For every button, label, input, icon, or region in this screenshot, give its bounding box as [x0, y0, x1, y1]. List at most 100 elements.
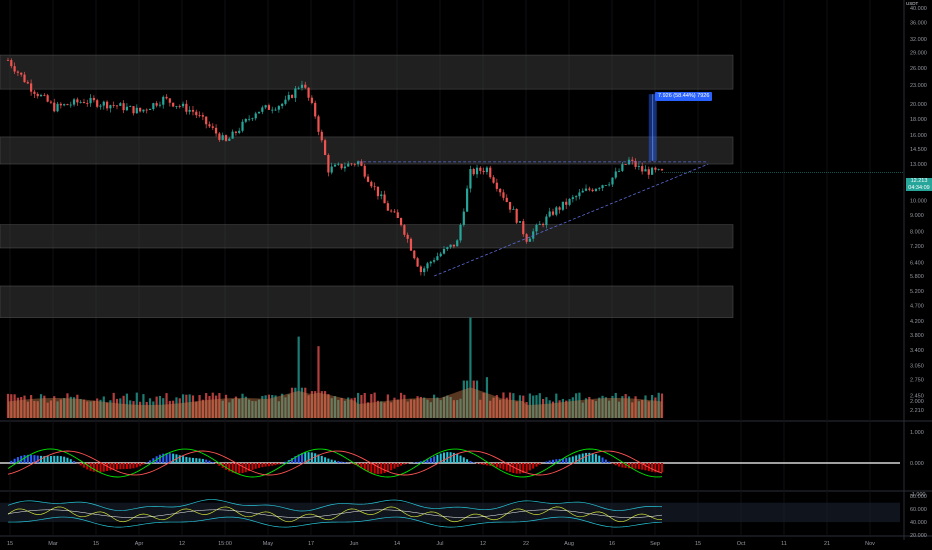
volume-bar: [459, 398, 462, 418]
volume-bar: [370, 394, 373, 418]
price-axis-label: 7.200: [910, 244, 924, 250]
volume-bar: [195, 401, 198, 418]
macd-bar: [43, 456, 46, 463]
macd-bar: [168, 453, 171, 463]
volume-bar: [294, 387, 297, 418]
macd-bar: [36, 455, 39, 463]
macd-bar: [149, 460, 152, 463]
price-axis-label: 9.000: [910, 213, 924, 219]
candle-body: [591, 189, 594, 192]
candle-body: [224, 135, 228, 141]
macd-bar: [92, 463, 95, 472]
volume-bar: [366, 402, 370, 418]
macd-bar: [400, 463, 403, 466]
volume-bar: [515, 401, 518, 418]
candle-body: [284, 99, 287, 104]
macd-bar: [162, 453, 165, 463]
macd-bar: [116, 463, 118, 470]
volume-bar: [274, 395, 277, 418]
bar-close-timer: 04:34:09: [908, 184, 930, 191]
volume-bar: [162, 398, 165, 418]
volume-bar: [96, 398, 99, 418]
volume-bar: [449, 396, 452, 418]
volume-bar: [561, 398, 565, 418]
candle-body: [33, 91, 36, 94]
time-axis-label: 15:00: [218, 541, 232, 547]
macd-bar: [545, 461, 548, 463]
candle-body: [347, 163, 350, 167]
candle-body: [13, 66, 16, 72]
macd-bar: [571, 456, 574, 463]
macd-bar: [205, 459, 208, 463]
volume-bar: [551, 401, 555, 418]
candle-body: [310, 97, 313, 103]
candle-body: [327, 154, 330, 173]
volume-bar: [185, 394, 188, 418]
volume-bar: [76, 394, 79, 418]
macd-bar: [608, 461, 611, 463]
macd-bar: [373, 463, 376, 474]
volume-bar: [634, 396, 637, 418]
time-axis-label: Oct: [737, 541, 746, 547]
macd-bar: [624, 463, 627, 469]
macd-bar: [261, 463, 264, 468]
volume-bar: [340, 397, 343, 418]
macd-bar: [297, 454, 300, 463]
macd-bar: [614, 463, 617, 466]
candle-body: [568, 198, 571, 205]
candle-body: [541, 223, 545, 226]
volume-bar: [456, 400, 459, 418]
candle-body: [647, 169, 650, 175]
macd-bar: [248, 463, 251, 472]
macd-bar: [661, 463, 663, 473]
candle-body: [466, 188, 469, 212]
candle-body: [320, 131, 323, 141]
candle-body: [112, 105, 115, 106]
price-axis-label: 26.000: [910, 66, 927, 72]
measure-label: 7.926 (58.44%) 7926: [655, 92, 713, 101]
volume-bar: [125, 393, 129, 418]
volume-bar: [403, 394, 406, 418]
macd-bar: [360, 463, 363, 469]
volume-bar: [142, 394, 145, 418]
time-axis-label: Nov: [865, 541, 875, 547]
candle-body: [545, 216, 548, 226]
macd-bar: [267, 463, 270, 467]
candle-body: [502, 192, 505, 198]
candle-body: [442, 249, 446, 254]
macd-bar: [337, 461, 340, 463]
candles: [6, 57, 664, 276]
candle-body: [343, 166, 347, 169]
candle-body: [380, 194, 383, 197]
price-axis-label: 20.000: [910, 102, 927, 108]
volume-bars: [6, 317, 664, 418]
volume-bar: [409, 399, 413, 418]
volume-bar: [155, 396, 158, 418]
candle-body: [49, 101, 53, 103]
time-axis-label: Mar: [48, 541, 58, 547]
time-axis-label: Jun: [350, 541, 359, 547]
candle-body: [165, 96, 168, 99]
macd-axis-label: 1.000: [910, 430, 924, 436]
candle-body: [571, 197, 574, 199]
macd-bar: [386, 463, 389, 472]
price-axis-label: 2.750: [910, 378, 924, 384]
candle-body: [105, 101, 109, 109]
candle-body: [119, 103, 122, 106]
candle-body: [145, 109, 148, 111]
volume-bar: [657, 392, 660, 418]
macd-bar: [201, 458, 204, 463]
volume-bar: [545, 397, 548, 418]
candle-body: [158, 104, 162, 106]
candle-body: [479, 167, 482, 171]
candle-body: [148, 109, 152, 111]
macd-bar: [621, 463, 624, 468]
macd-line: [7, 448, 663, 478]
price-axis-label: 29.000: [910, 51, 927, 57]
volume-bar: [234, 396, 238, 418]
macd-bar: [367, 463, 370, 472]
volume-bar: [406, 401, 409, 418]
volume-bar: [172, 400, 175, 418]
